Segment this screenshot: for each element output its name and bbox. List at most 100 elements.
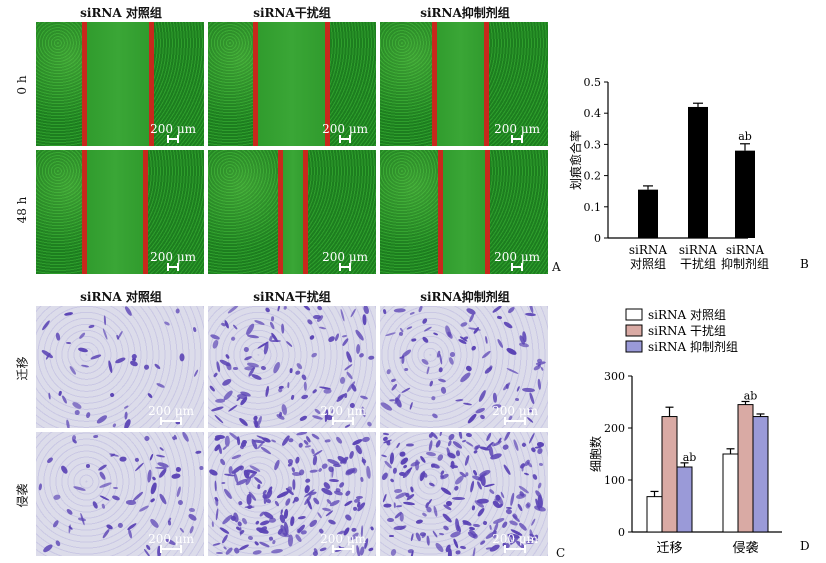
stained-cell — [409, 486, 414, 494]
stained-cell — [309, 351, 318, 359]
stained-cell — [465, 432, 473, 438]
stained-cell — [270, 340, 282, 343]
stained-cell — [438, 366, 443, 373]
stained-cell — [247, 493, 252, 505]
panel-c-col-label-control: siRNA 对照组 — [80, 290, 162, 304]
stained-cell — [137, 504, 150, 514]
stained-cell — [151, 476, 157, 482]
stained-cell — [153, 362, 161, 370]
stained-cell — [427, 440, 434, 452]
stained-cell — [294, 370, 302, 376]
stained-cell — [224, 435, 230, 447]
stained-cell — [526, 501, 532, 508]
stained-cell — [298, 442, 304, 449]
stained-cell — [272, 539, 277, 545]
stained-cell — [215, 361, 221, 373]
stained-cell — [300, 393, 309, 400]
stained-cell — [51, 519, 60, 528]
stained-cell — [316, 306, 323, 312]
stained-cell — [396, 504, 403, 508]
stained-cell — [390, 377, 397, 383]
stained-cell — [538, 462, 544, 467]
stained-cell — [87, 324, 95, 329]
scale-bar: 200 μm — [150, 122, 196, 143]
x-tick-label: 抑制剂组 — [721, 256, 769, 271]
stained-cell — [243, 355, 253, 361]
stained-cell — [441, 512, 454, 524]
stained-cell — [453, 538, 460, 549]
stained-cell — [431, 412, 439, 420]
stained-cell — [227, 404, 238, 413]
stained-cell — [245, 506, 255, 509]
stained-cell — [343, 393, 347, 399]
stained-cell — [359, 394, 369, 401]
bar — [737, 404, 754, 533]
wound-image-inhibitor-0h: 200 μm — [380, 22, 548, 146]
stained-cell — [423, 325, 433, 332]
stained-cell — [425, 451, 437, 457]
stained-cell — [366, 421, 373, 428]
significance-label: ab — [683, 451, 697, 464]
stained-cell — [102, 327, 109, 340]
stained-cell — [269, 320, 276, 330]
stained-cell — [429, 395, 436, 402]
stained-cell — [215, 507, 220, 520]
stained-cell — [270, 439, 277, 444]
panel-c-row-label-migration: 迁移 — [15, 356, 30, 381]
bar — [646, 496, 663, 533]
stained-cell — [256, 484, 261, 490]
stained-cell — [409, 311, 415, 316]
stained-cell — [174, 308, 180, 315]
stained-cell — [345, 350, 354, 364]
stained-cell — [479, 539, 487, 546]
stained-cell — [482, 520, 488, 526]
stained-cell — [231, 452, 242, 460]
panel-a-col-label-inhibitor: siRNA抑制剂组 — [420, 6, 510, 20]
stained-cell — [192, 369, 199, 378]
stained-cell — [441, 525, 450, 532]
stained-cell — [218, 458, 226, 467]
stained-cell — [324, 388, 333, 394]
stained-cell — [369, 526, 375, 532]
stained-cell — [125, 521, 138, 531]
stained-cell — [311, 496, 321, 506]
y-tick-label: 100 — [604, 474, 625, 487]
stained-cell — [259, 541, 271, 549]
stained-cell — [116, 330, 124, 341]
scale-bar: 200 μm — [320, 404, 366, 425]
stained-cell — [421, 511, 427, 517]
stained-cell — [344, 424, 351, 428]
stained-cell — [244, 322, 256, 336]
stained-cell — [56, 332, 62, 342]
scale-bar: 200 μm — [148, 404, 194, 425]
stained-cell — [148, 517, 160, 529]
stained-cell — [502, 443, 510, 451]
stained-cell — [339, 376, 346, 385]
stained-cell — [99, 495, 110, 502]
stained-cell — [408, 402, 414, 411]
stained-cell — [214, 480, 217, 492]
stained-cell — [294, 533, 303, 543]
stained-cell — [222, 487, 233, 500]
panel-c-col-label-inhibitor: siRNA抑制剂组 — [420, 290, 510, 304]
stained-cell — [217, 445, 223, 455]
stained-cell — [123, 404, 129, 409]
y-tick-label: 300 — [604, 370, 625, 383]
stained-cell — [334, 333, 340, 343]
stained-cell — [265, 385, 270, 397]
stained-cell — [450, 351, 456, 357]
scale-bar: 200 μm — [492, 404, 538, 425]
stained-cell — [68, 365, 77, 376]
stained-cell — [535, 361, 546, 366]
stained-cell — [308, 334, 316, 341]
stained-cell — [488, 524, 492, 530]
stained-cell — [210, 405, 225, 413]
transwell-image-control-invasion: 200 μm — [36, 432, 204, 556]
stained-cell — [284, 498, 292, 507]
wound-image-control-48h: 200 μm — [36, 150, 204, 274]
stained-cell — [400, 386, 411, 394]
stained-cell — [276, 306, 281, 313]
stained-cell — [445, 501, 453, 507]
stained-cell — [114, 356, 127, 365]
stained-cell — [518, 521, 529, 532]
